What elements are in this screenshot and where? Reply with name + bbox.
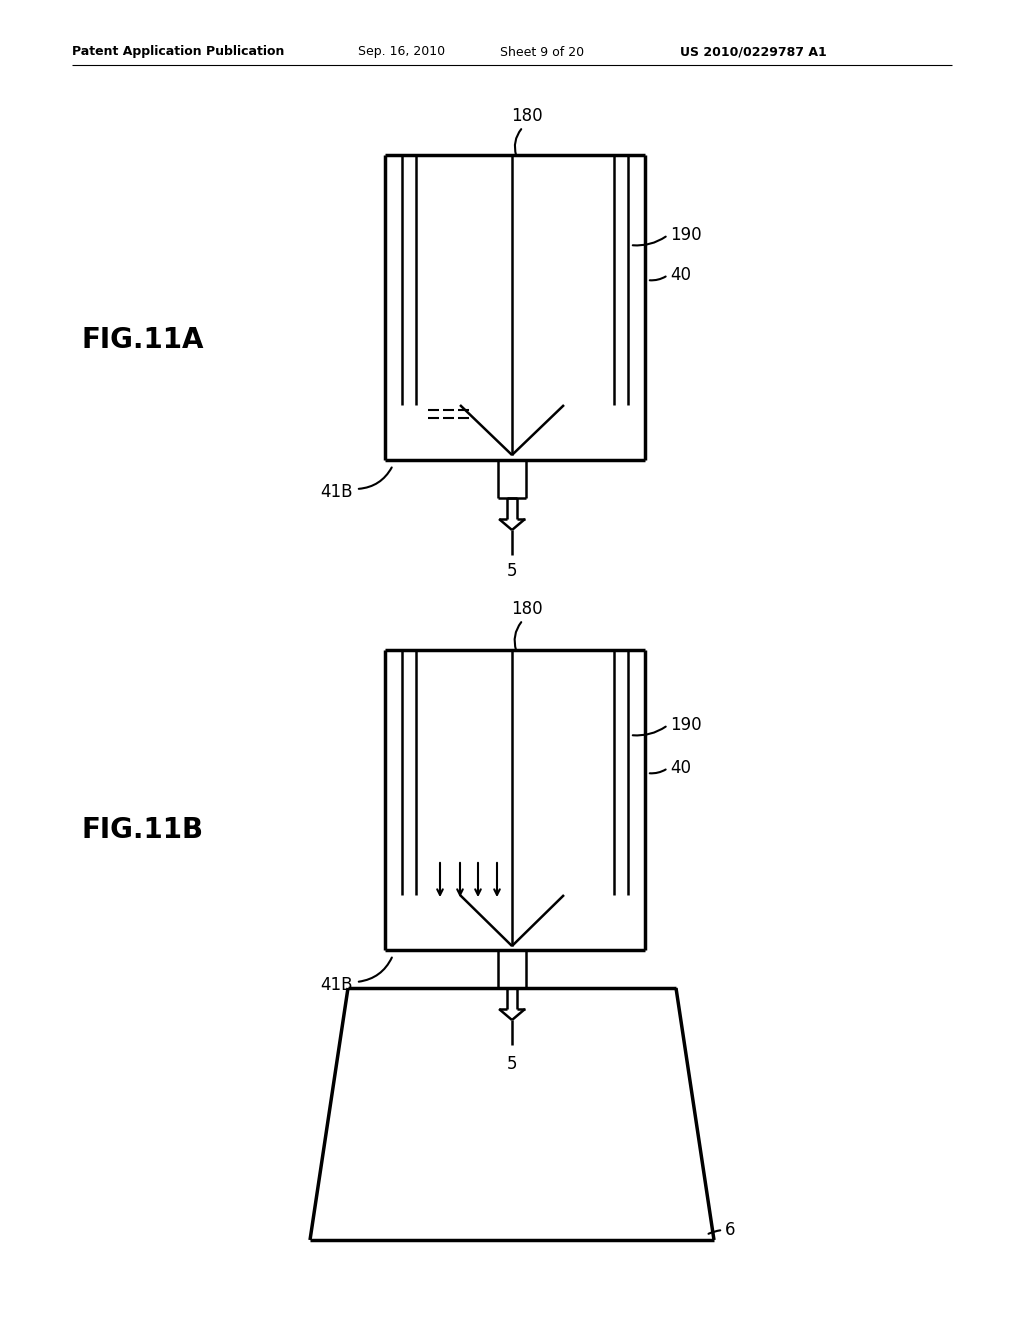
Text: 40: 40 — [670, 267, 691, 284]
Text: 5: 5 — [507, 1055, 517, 1073]
Text: FIG.11A: FIG.11A — [82, 326, 205, 354]
Text: 6: 6 — [725, 1221, 735, 1239]
Text: US 2010/0229787 A1: US 2010/0229787 A1 — [680, 45, 826, 58]
Text: 190: 190 — [670, 226, 701, 244]
Text: 41B: 41B — [321, 483, 353, 502]
Text: FIG.11B: FIG.11B — [82, 816, 204, 843]
Text: 180: 180 — [511, 107, 543, 125]
Text: 40: 40 — [670, 759, 691, 777]
Text: 41B: 41B — [321, 975, 353, 994]
Text: Sep. 16, 2010: Sep. 16, 2010 — [358, 45, 445, 58]
Text: 5: 5 — [507, 562, 517, 579]
Text: Sheet 9 of 20: Sheet 9 of 20 — [500, 45, 584, 58]
Text: 180: 180 — [511, 601, 543, 618]
Text: Patent Application Publication: Patent Application Publication — [72, 45, 285, 58]
Text: 190: 190 — [670, 715, 701, 734]
